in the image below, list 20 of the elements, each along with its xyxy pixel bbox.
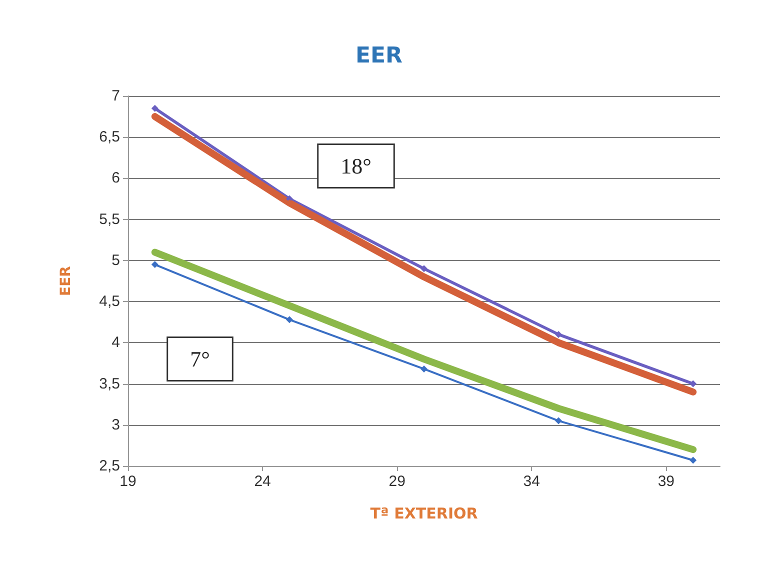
- y-tick-label: 5: [112, 252, 120, 269]
- x-axis-title: Tª EXTERIOR: [370, 504, 478, 522]
- y-axis-title: EER: [58, 266, 74, 296]
- y-tick-label: 7: [112, 88, 120, 104]
- y-tick-label: 6,5: [99, 128, 120, 146]
- y-tick-label: 6: [112, 170, 120, 187]
- y-tick-label: 4,5: [99, 293, 120, 310]
- x-tick-label: 39: [658, 473, 675, 490]
- y-tick-label: 2,5: [99, 458, 120, 474]
- x-tick-label: 34: [523, 473, 540, 490]
- y-tick-label: 5,5: [99, 210, 120, 228]
- x-tick-label: 24: [254, 473, 271, 490]
- y-tick-label: 3: [112, 416, 120, 434]
- annotation: 18°: [340, 154, 372, 178]
- x-tick-label: 19: [120, 473, 136, 490]
- y-tick-label: 3,5: [99, 375, 120, 392]
- x-tick-label: 29: [388, 473, 406, 490]
- chart-title: EER: [356, 44, 403, 68]
- annotation: 7°: [190, 346, 210, 372]
- y-tick-label: 4: [112, 334, 120, 352]
